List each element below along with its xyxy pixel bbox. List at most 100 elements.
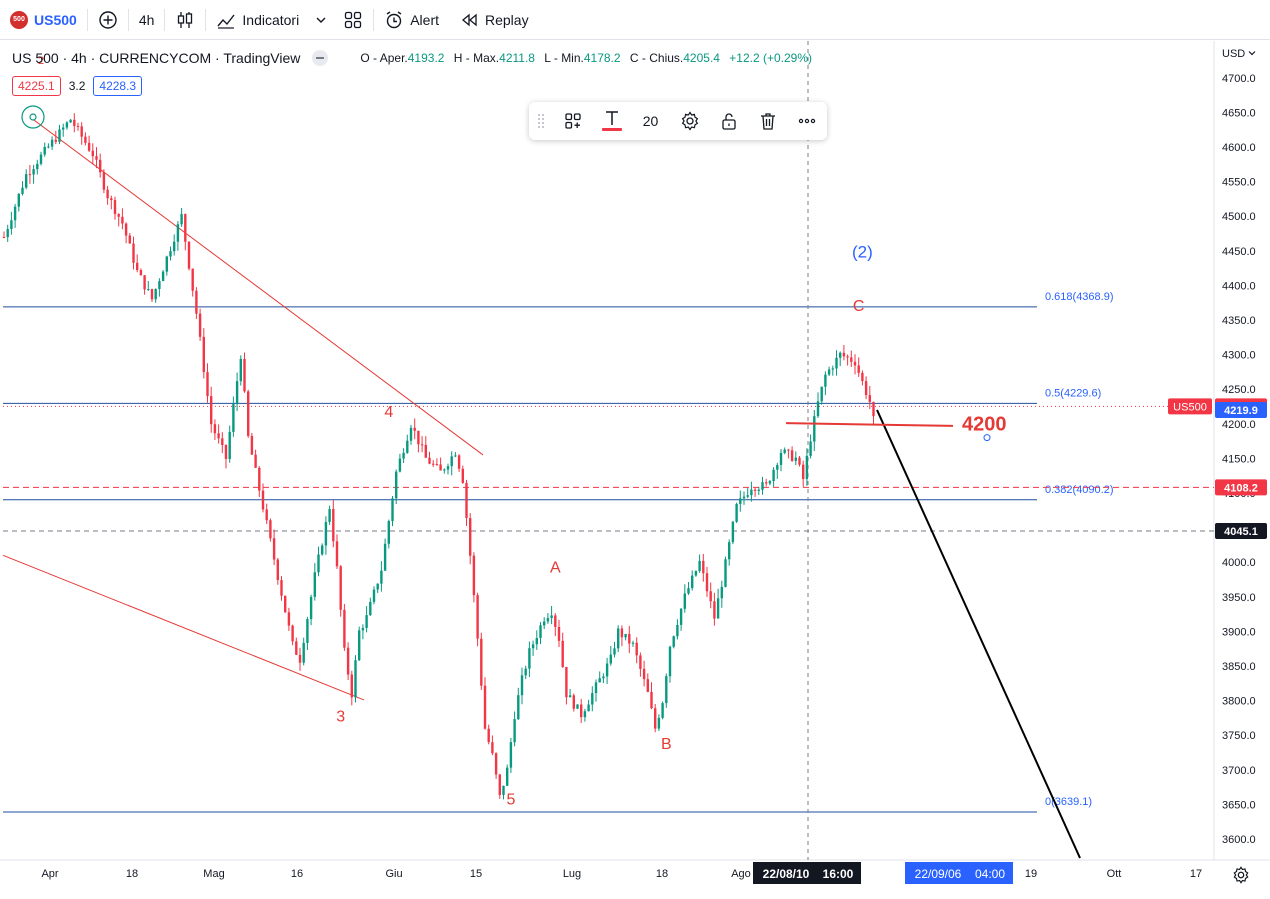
low-label: L - Min. bbox=[544, 51, 584, 65]
candle-body bbox=[402, 452, 405, 459]
candle-body bbox=[598, 678, 601, 683]
candle-body bbox=[295, 641, 298, 655]
chart-settings-gear-icon[interactable] bbox=[1232, 866, 1250, 884]
candle-body bbox=[239, 358, 242, 382]
candle-body bbox=[824, 374, 827, 387]
replay-label: Replay bbox=[485, 11, 529, 28]
candle-body bbox=[10, 220, 13, 230]
candle-body bbox=[635, 642, 638, 656]
candle-body bbox=[187, 241, 191, 269]
candle-body bbox=[813, 416, 816, 442]
candle-body bbox=[728, 542, 731, 560]
more-button[interactable] bbox=[787, 102, 826, 140]
interval-button[interactable]: 4h bbox=[129, 0, 165, 40]
candle-body bbox=[794, 457, 797, 461]
price-tick-label: 3800.0 bbox=[1222, 696, 1256, 708]
price-tick-label: 3650.0 bbox=[1222, 799, 1256, 811]
candle-body bbox=[332, 509, 335, 542]
alert-button[interactable]: Alert bbox=[374, 0, 449, 40]
candle-body bbox=[424, 444, 427, 458]
candle-body bbox=[150, 289, 154, 300]
candle-body bbox=[39, 154, 43, 164]
candle-body bbox=[827, 369, 831, 375]
candle-body bbox=[561, 640, 564, 668]
drag-handle-icon[interactable] bbox=[529, 102, 553, 140]
candle-body bbox=[483, 685, 487, 729]
price-tick-label: 3850.0 bbox=[1222, 661, 1256, 673]
candle-body bbox=[583, 711, 587, 718]
candle-body bbox=[776, 464, 779, 470]
candle-body bbox=[820, 386, 823, 402]
selection-marker-circle[interactable] bbox=[21, 105, 45, 129]
candle-body bbox=[576, 704, 579, 709]
candle-body bbox=[324, 521, 328, 546]
elliott-wave-label: 2 bbox=[38, 55, 44, 67]
trend-line-upper bbox=[32, 118, 484, 456]
replay-button[interactable]: Replay bbox=[449, 0, 539, 40]
candle-body bbox=[517, 695, 520, 720]
lock-button[interactable] bbox=[709, 102, 748, 140]
candle-body bbox=[235, 381, 239, 405]
drawing-anchor-handle[interactable] bbox=[983, 434, 991, 442]
range-time-label: 04:00 bbox=[975, 867, 1005, 881]
layouts-button[interactable] bbox=[333, 0, 373, 40]
candle-body bbox=[457, 455, 461, 469]
text-color-button[interactable] bbox=[592, 102, 631, 140]
templates-button[interactable] bbox=[553, 102, 592, 140]
candle-body bbox=[850, 357, 853, 362]
candle-body bbox=[298, 654, 302, 663]
price-tick-label: 4550.0 bbox=[1222, 177, 1256, 189]
selection-marker-dot[interactable] bbox=[29, 113, 37, 121]
rewind-icon bbox=[461, 13, 477, 26]
font-size-button[interactable]: 20 bbox=[631, 102, 670, 140]
candle-body bbox=[705, 573, 709, 592]
buy-price-button[interactable]: 4228.3 bbox=[93, 76, 143, 96]
candle-body bbox=[772, 469, 775, 482]
currency-dropdown[interactable]: USD bbox=[1222, 48, 1256, 60]
candle-body bbox=[95, 156, 98, 160]
candle-body bbox=[472, 555, 476, 596]
candle-body bbox=[2, 236, 6, 238]
candle-body bbox=[80, 126, 83, 137]
sell-price-button[interactable]: 4225.1 bbox=[12, 76, 61, 96]
indicators-label: Indicatori bbox=[242, 11, 300, 28]
candle-body bbox=[861, 372, 864, 382]
delete-button[interactable] bbox=[748, 102, 787, 140]
candle-body bbox=[513, 719, 516, 743]
elliott-wave-label: 5 bbox=[506, 791, 515, 808]
candle-body bbox=[554, 615, 557, 627]
chart-type-button[interactable] bbox=[165, 0, 205, 40]
hide-legend-icon[interactable] bbox=[312, 50, 329, 66]
candle-body bbox=[798, 457, 801, 465]
candle-body bbox=[158, 281, 161, 289]
candle-body bbox=[117, 214, 120, 217]
level-4200-line bbox=[785, 422, 954, 427]
candle-body bbox=[713, 601, 716, 619]
candle-body bbox=[765, 482, 768, 484]
candle-body bbox=[106, 189, 109, 199]
candle-body bbox=[868, 395, 871, 402]
candle-body bbox=[169, 251, 172, 257]
candle-body bbox=[62, 127, 65, 130]
candle-body bbox=[124, 223, 128, 236]
candle-body bbox=[132, 243, 135, 263]
candle-body bbox=[550, 615, 553, 619]
candle-body bbox=[165, 256, 168, 272]
candle-body bbox=[91, 150, 94, 157]
indicators-button[interactable]: Indicatori bbox=[206, 0, 309, 40]
candle-body bbox=[313, 572, 316, 597]
text-color-icon bbox=[601, 111, 622, 131]
compare-add-button[interactable] bbox=[88, 0, 128, 40]
templates-icon bbox=[564, 113, 581, 129]
price-tick-label: 4700.0 bbox=[1222, 73, 1256, 85]
candle-body bbox=[406, 440, 409, 453]
candle-body bbox=[432, 463, 435, 465]
candle-body bbox=[731, 521, 735, 543]
price-chart[interactable]: 3600.0 3650.0 3700.0 3750.0 3800.0 3850.0 3900… bbox=[0, 41, 1270, 899]
price-tick-label: 3700.0 bbox=[1222, 765, 1256, 777]
indicators-dropdown[interactable] bbox=[309, 0, 333, 40]
settings-button[interactable] bbox=[670, 102, 709, 140]
symbol-selector[interactable]: 500 US500 bbox=[0, 0, 87, 40]
chevron-down-icon bbox=[316, 17, 326, 23]
toolbar-divider bbox=[127, 8, 129, 31]
